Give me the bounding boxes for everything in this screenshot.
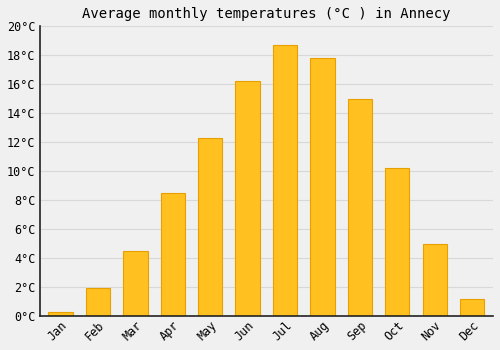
Bar — [422, 244, 447, 316]
Bar — [460, 299, 484, 316]
Bar — [385, 168, 409, 316]
Bar — [348, 99, 372, 316]
Bar — [198, 138, 222, 316]
Bar — [123, 251, 148, 316]
Bar — [310, 58, 334, 316]
Title: Average monthly temperatures (°C ) in Annecy: Average monthly temperatures (°C ) in An… — [82, 7, 450, 21]
Bar — [273, 45, 297, 316]
Bar — [86, 288, 110, 316]
Bar — [48, 312, 72, 316]
Bar — [160, 193, 185, 316]
Bar — [236, 81, 260, 316]
